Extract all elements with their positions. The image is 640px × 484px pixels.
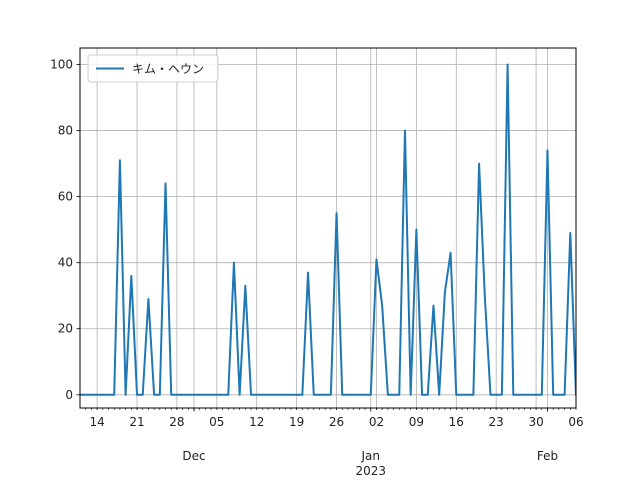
y-tick-label: 0 xyxy=(65,388,73,402)
y-tick-label: 60 xyxy=(58,190,73,204)
x-tick-label: 16 xyxy=(449,415,464,429)
y-tick-label: 80 xyxy=(58,124,73,138)
x-major-tick-label: Jan xyxy=(361,449,381,463)
x-tick-label: 23 xyxy=(489,415,504,429)
series-layer xyxy=(80,63,576,396)
y-tick-label: 40 xyxy=(58,256,73,270)
axes: 0 20 40 60 80 100 14 21 28 05 12 19 26 02 09 16 23 30 06 De… xyxy=(50,58,584,478)
series-line xyxy=(80,63,576,396)
x-tick-label: 12 xyxy=(249,415,264,429)
x-tick-label: 09 xyxy=(409,415,424,429)
y-tick-label: 100 xyxy=(50,58,73,72)
x-major-tick-label: Feb xyxy=(537,449,558,463)
x-tick-label: 26 xyxy=(329,415,344,429)
plot-area-frame xyxy=(79,47,577,409)
x-tick-label: 28 xyxy=(169,415,184,429)
x-year-label: 2023 xyxy=(355,464,386,478)
x-major-tick-label: Dec xyxy=(182,449,205,463)
x-tick-label: 14 xyxy=(89,415,104,429)
x-tick-label: 19 xyxy=(289,415,304,429)
x-tick-label: 21 xyxy=(129,415,144,429)
x-tick-label: 30 xyxy=(528,415,543,429)
legend-label: キム・ヘウン xyxy=(132,62,204,76)
y-tick-label: 20 xyxy=(58,322,73,336)
x-tick-label: 06 xyxy=(568,415,583,429)
legend: キム・ヘウン xyxy=(87,54,219,83)
x-tick-label: 05 xyxy=(209,415,224,429)
legend-box xyxy=(87,54,219,83)
x-tick-label: 02 xyxy=(369,415,384,429)
